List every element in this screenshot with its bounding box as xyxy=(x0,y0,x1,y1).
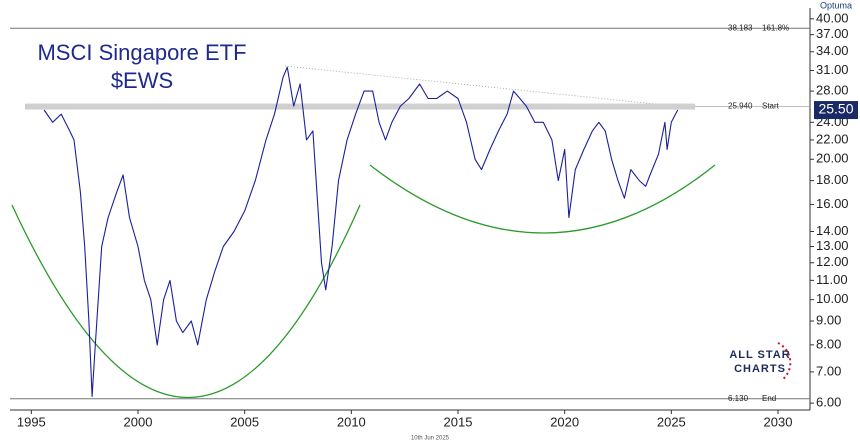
y-tick-label: 40.00 xyxy=(816,10,849,25)
footer: 10th Jun 2025 xyxy=(411,436,450,442)
y-tick-label: 22.00 xyxy=(816,131,849,146)
x-tick-label: 2005 xyxy=(230,414,259,429)
y-tick-label: 16.00 xyxy=(816,196,849,211)
level-value: 6.130 xyxy=(728,394,749,403)
level-text: End xyxy=(762,394,776,403)
level-band xyxy=(25,103,695,110)
x-tick-label: 2030 xyxy=(764,414,793,429)
value-label: 25.50 xyxy=(818,101,853,117)
logo-line: CHARTS xyxy=(734,363,786,375)
logo-line: ALL STAR xyxy=(729,349,790,361)
brand: Optuma xyxy=(820,0,852,10)
level-value: 25.940 xyxy=(728,102,753,111)
x-tick-label: 2000 xyxy=(124,414,153,429)
price-line xyxy=(43,66,679,398)
y-tick-label: 12.00 xyxy=(816,254,849,269)
y-tick-label: 10.00 xyxy=(816,291,849,306)
y-tick-label: 8.00 xyxy=(816,336,841,351)
x-tick-label: 2020 xyxy=(550,414,579,429)
x-tick-label: 1995 xyxy=(17,414,46,429)
trend-line xyxy=(284,65,666,106)
y-tick-label: 18.00 xyxy=(816,172,849,187)
level-text: 161.8% xyxy=(762,23,789,32)
y-tick-label: 37.00 xyxy=(816,26,849,41)
y-tick-label: 9.00 xyxy=(816,312,841,327)
level-value: 38.183 xyxy=(728,23,753,32)
arc-annotation xyxy=(369,164,716,234)
x-tick-label: 2015 xyxy=(444,414,473,429)
y-tick-label: 13.00 xyxy=(816,238,849,253)
y-tick-label: 11.00 xyxy=(816,272,848,287)
y-tick-label: 31.00 xyxy=(816,62,849,77)
y-tick-label: 28.00 xyxy=(816,83,849,98)
y-tick-label: 7.00 xyxy=(816,363,841,378)
chart-subtitle: $EWS xyxy=(111,68,173,93)
level-text: Start xyxy=(762,102,780,111)
y-tick-label: 34.00 xyxy=(816,43,849,58)
y-tick-label: 6.00 xyxy=(816,395,841,410)
chart-title: MSCI Singapore ETF xyxy=(37,40,246,65)
x-tick-label: 2025 xyxy=(657,414,686,429)
y-tick-label: 14.00 xyxy=(816,223,849,238)
y-tick-label: 20.00 xyxy=(816,151,849,166)
x-tick-label: 2010 xyxy=(337,414,366,429)
arc-annotation xyxy=(11,204,361,398)
value-label-box xyxy=(814,101,858,120)
